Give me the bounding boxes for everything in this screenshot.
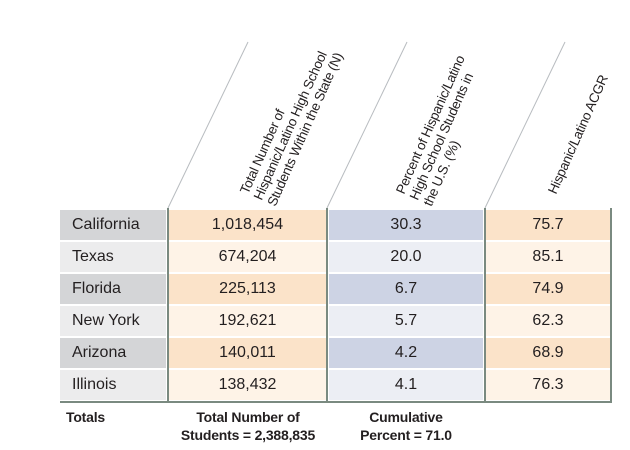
state-cell: Florida [60,274,166,304]
state-cell: New York [60,306,166,336]
total-number-cell: 225,113 [169,274,326,304]
total-number-cell: 674,204 [169,242,326,272]
state-cell: Texas [60,242,166,272]
state-cell: Arizona [60,338,166,368]
acgr-cell: 85.1 [486,242,610,272]
acgr-cell: 75.7 [486,210,610,240]
header-divider-lines [167,41,566,209]
header-divider [167,41,249,209]
column-divider [326,208,328,402]
acgr-cell: 62.3 [486,306,610,336]
totals-rule [60,401,612,403]
totals-total-number-line: Total Number of [196,409,300,425]
acgr-cell: 74.9 [486,274,610,304]
header-divider [326,41,408,209]
column-divider [167,208,169,402]
percent-cell: 4.2 [329,338,483,368]
totals-cumulative-line: Percent = 71.0 [360,427,452,443]
header-divider [484,41,566,209]
total-number-cell: 138,432 [169,370,326,400]
column-divider [610,208,612,402]
percent-cell: 30.3 [329,210,483,240]
percent-cell: 20.0 [329,242,483,272]
column-divider [484,208,486,402]
percent-cell: 5.7 [329,306,483,336]
totals-total-number-line: Students = 2,388,835 [180,427,316,443]
total-number-cell: 192,621 [169,306,326,336]
acgr-cell: 76.3 [486,370,610,400]
totals-total-number: Total Number of Students = 2,388,835 [160,408,336,444]
percent-cell: 4.1 [329,370,483,400]
state-cell: Illinois [60,370,166,400]
total-number-cell: 140,011 [169,338,326,368]
percent-cell: 6.7 [329,274,483,304]
totals-cumulative: Cumulative Percent = 71.0 [336,408,476,444]
totals-cumulative-line: Cumulative [369,409,443,425]
total-number-cell: 1,018,454 [169,210,326,240]
state-cell: California [60,210,166,240]
acgr-cell: 68.9 [486,338,610,368]
totals-label: Totals [66,409,105,425]
